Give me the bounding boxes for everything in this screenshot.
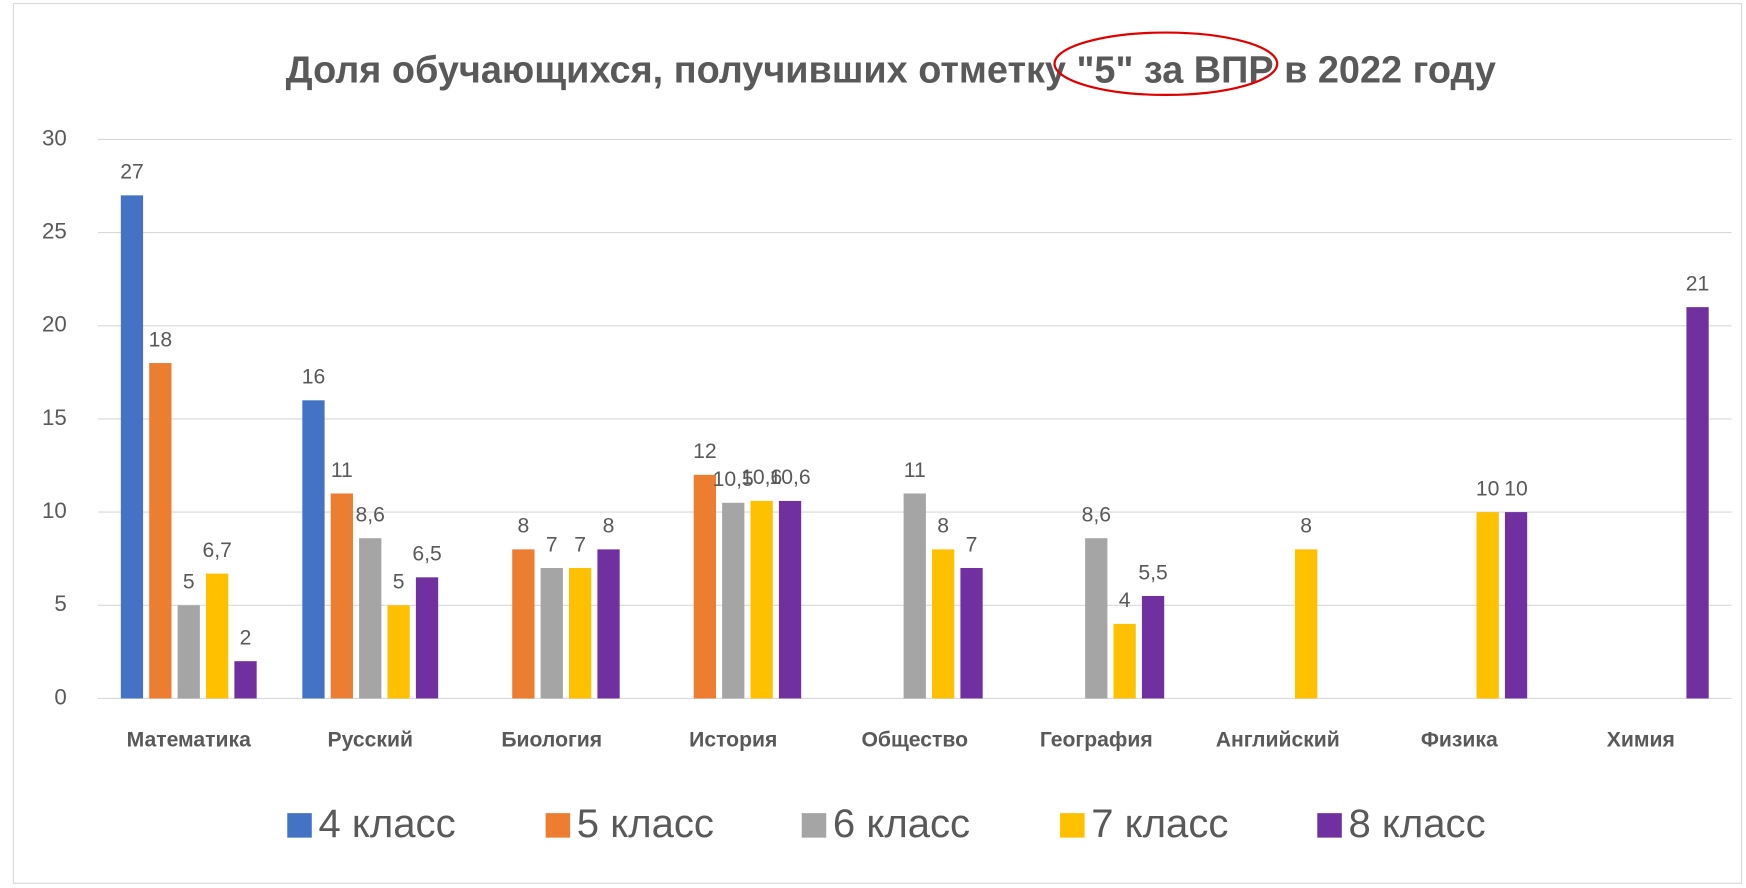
data-label: 2 bbox=[240, 626, 252, 649]
data-label: 8 bbox=[603, 515, 615, 538]
data-label: 7 bbox=[574, 533, 586, 556]
data-label: 4 bbox=[1119, 589, 1131, 612]
x-tick-label: Биология bbox=[501, 728, 602, 751]
bar bbox=[359, 538, 382, 699]
bar bbox=[512, 549, 535, 699]
data-label: 8 bbox=[517, 515, 529, 538]
bar bbox=[234, 661, 257, 699]
data-label: 8 bbox=[937, 515, 949, 538]
legend-swatch bbox=[287, 813, 312, 838]
data-label: 11 bbox=[331, 459, 353, 482]
data-label: 16 bbox=[302, 366, 326, 389]
chart-title: Доля обучающихся, получивших отметку "5"… bbox=[286, 50, 1496, 92]
data-label: 21 bbox=[1686, 272, 1710, 295]
x-tick-label: Общество bbox=[861, 728, 968, 751]
bar bbox=[693, 474, 716, 699]
bar bbox=[1686, 307, 1709, 699]
x-tick-label: Русский bbox=[328, 728, 413, 751]
legend-label: 4 класс bbox=[318, 802, 455, 846]
data-label: 5 bbox=[183, 571, 195, 594]
y-tick-label: 10 bbox=[42, 498, 67, 523]
legend-label: 7 класс bbox=[1091, 802, 1228, 846]
x-tick-label: Математика bbox=[127, 728, 252, 751]
bar bbox=[597, 549, 620, 699]
data-label: 8,6 bbox=[356, 504, 385, 527]
bar bbox=[302, 400, 325, 699]
bar bbox=[569, 568, 592, 699]
legend-label: 5 класс bbox=[577, 802, 714, 846]
data-label: 8,6 bbox=[1082, 504, 1111, 527]
bar bbox=[750, 500, 773, 699]
bar bbox=[1476, 512, 1499, 699]
data-label: 7 bbox=[966, 533, 978, 556]
chart-border bbox=[12, 3, 1743, 884]
data-label: 10,6 bbox=[769, 466, 810, 489]
bar bbox=[932, 549, 955, 699]
data-label: 5 bbox=[393, 571, 405, 594]
y-tick-label: 15 bbox=[42, 405, 67, 430]
y-tick-label: 5 bbox=[54, 591, 66, 616]
legend-label: 8 класс bbox=[1348, 802, 1485, 846]
data-label: 10,5 bbox=[713, 468, 754, 491]
x-tick-label: Физика bbox=[1421, 728, 1498, 751]
bar bbox=[1085, 538, 1108, 699]
bar bbox=[387, 605, 410, 699]
bar bbox=[778, 500, 802, 699]
bar bbox=[330, 493, 353, 699]
data-label: 11 bbox=[904, 459, 926, 482]
data-label: 10 bbox=[1476, 477, 1500, 500]
bar bbox=[722, 502, 745, 699]
data-label: 7 bbox=[546, 533, 558, 556]
bar bbox=[1113, 623, 1136, 699]
bar bbox=[415, 577, 439, 699]
bar bbox=[177, 605, 200, 699]
x-tick-label: Английский bbox=[1216, 728, 1340, 751]
data-label: 27 bbox=[120, 161, 144, 184]
x-tick-label: География bbox=[1040, 728, 1153, 751]
bar bbox=[903, 493, 926, 699]
legend-swatch bbox=[1060, 813, 1085, 838]
data-label: 10 bbox=[1504, 477, 1528, 500]
y-tick-label: 0 bbox=[54, 684, 66, 709]
data-label: 8 bbox=[1300, 515, 1312, 538]
legend-swatch bbox=[1317, 813, 1342, 838]
bar bbox=[960, 568, 983, 699]
bar bbox=[540, 568, 563, 699]
legend-swatch bbox=[801, 813, 827, 838]
data-label: 10,6 bbox=[741, 466, 782, 489]
bar bbox=[206, 573, 229, 699]
bar bbox=[1141, 595, 1165, 699]
bar bbox=[120, 195, 144, 699]
data-label: 12 bbox=[693, 440, 717, 463]
y-tick-label: 30 bbox=[42, 125, 67, 150]
y-tick-label: 25 bbox=[42, 219, 67, 244]
bar bbox=[149, 363, 172, 699]
highlight-ellipse bbox=[1053, 31, 1279, 97]
data-label: 18 bbox=[149, 328, 173, 351]
legend-swatch bbox=[545, 813, 571, 838]
legend-label: 6 класс bbox=[833, 802, 970, 846]
x-tick-label: История bbox=[689, 728, 777, 751]
x-tick-label: Химия bbox=[1607, 728, 1675, 751]
data-label: 6,7 bbox=[202, 539, 231, 562]
y-tick-label: 20 bbox=[42, 312, 67, 337]
data-label: 5,5 bbox=[1138, 561, 1167, 584]
bar bbox=[1295, 549, 1318, 699]
data-label: 6,5 bbox=[412, 543, 441, 566]
bar bbox=[1504, 512, 1528, 699]
